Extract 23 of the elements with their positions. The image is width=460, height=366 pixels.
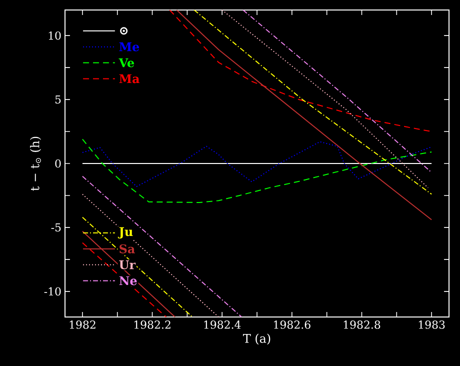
x-tick-label: 1982 [70, 320, 96, 329]
x-axis-title: T (a) [243, 334, 270, 345]
x-tick-label: 1982.6 [274, 320, 310, 329]
y-tick-label: 0 [55, 159, 61, 168]
legend-label: Ur [119, 260, 136, 270]
line-series [82, 141, 432, 188]
line-series [82, 138, 432, 204]
legend-label: Ne [119, 276, 137, 286]
x-tick-label: 1982.8 [344, 320, 380, 329]
y-tick-label: 10 [48, 31, 61, 40]
legend-label: Ve [118, 58, 134, 68]
x-tick-label: 1982.2 [134, 320, 170, 329]
legend-label: ⊙ [120, 27, 128, 35]
y-tick-label: -10 [44, 287, 61, 296]
x-tick-label: 1983 [418, 320, 445, 329]
y-tick-label: 5 [55, 95, 61, 104]
x-tick-label: 1982.4 [204, 320, 241, 329]
legend-label: Ju [118, 227, 133, 238]
legend-label: Sa [120, 244, 135, 254]
legend-label: Me [119, 42, 140, 52]
legend-label: Ma [119, 74, 140, 84]
y-tick-label: -5 [51, 223, 61, 232]
y-axis-title: t − t$_{⊙}$ (h) [30, 136, 41, 191]
